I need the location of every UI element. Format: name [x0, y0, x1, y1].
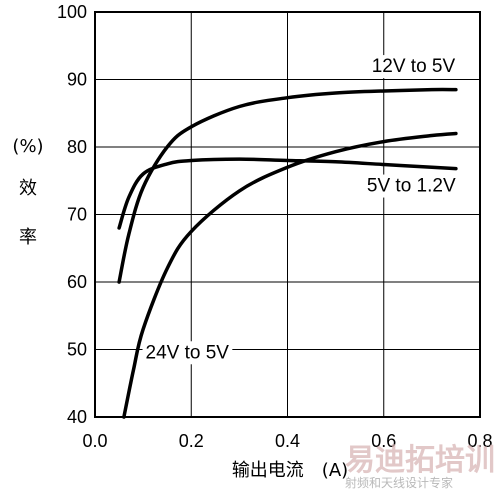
watermark-logo: 易迪拓培训 射频和天线设计专家	[345, 443, 495, 490]
y-tick-label: 40	[67, 407, 87, 427]
x-tick-label: 0.8	[467, 431, 492, 451]
series-label-bg	[368, 55, 459, 79]
x-tick-label: 0.2	[179, 431, 204, 451]
y-axis-label-part: (%)	[12, 136, 43, 157]
series-label-5v-to-1-2v: 5V to 1.2V	[367, 176, 456, 197]
y-tick-label: 80	[67, 137, 87, 157]
series-label-bg	[363, 174, 459, 198]
watermark-main-text: 易迪拓培训	[345, 443, 495, 478]
y-axis-label-part: 效	[19, 178, 37, 199]
series-line-12v-to-5v	[117, 87, 458, 284]
series-line-24v-to-5v	[122, 131, 458, 419]
y-axis-label-part: 率	[19, 227, 37, 248]
plot-frame	[94, 11, 481, 418]
series-line-5v-to-1-2v	[117, 157, 458, 230]
series-label-bg	[142, 341, 233, 365]
series-label-24v-to-5v: 24V to 5V	[146, 342, 230, 363]
y-tick-labels: 40 50 60 70 80 90 100	[57, 2, 87, 427]
y-tick-label: 70	[67, 205, 87, 225]
series-lines	[117, 87, 458, 419]
y-tick-label: 100	[57, 2, 87, 22]
x-tick-labels: 0.0 0.2 0.4 0.6 0.8	[82, 431, 492, 451]
y-axis-label: (%) 效率	[12, 136, 43, 248]
watermark-sub-text: 射频和天线设计专家	[345, 475, 453, 490]
x-tick-label: 0.6	[371, 431, 396, 451]
x-tick-label: 0.0	[82, 431, 107, 451]
x-axis-label: 输出电流 (A)	[232, 460, 348, 481]
y-tick-label: 60	[67, 272, 87, 292]
x-tick-label: 0.4	[275, 431, 300, 451]
y-tick-label: 50	[67, 340, 87, 360]
series-label-12v-to-5v: 12V to 5V	[372, 56, 456, 77]
y-tick-label: 90	[67, 70, 87, 90]
